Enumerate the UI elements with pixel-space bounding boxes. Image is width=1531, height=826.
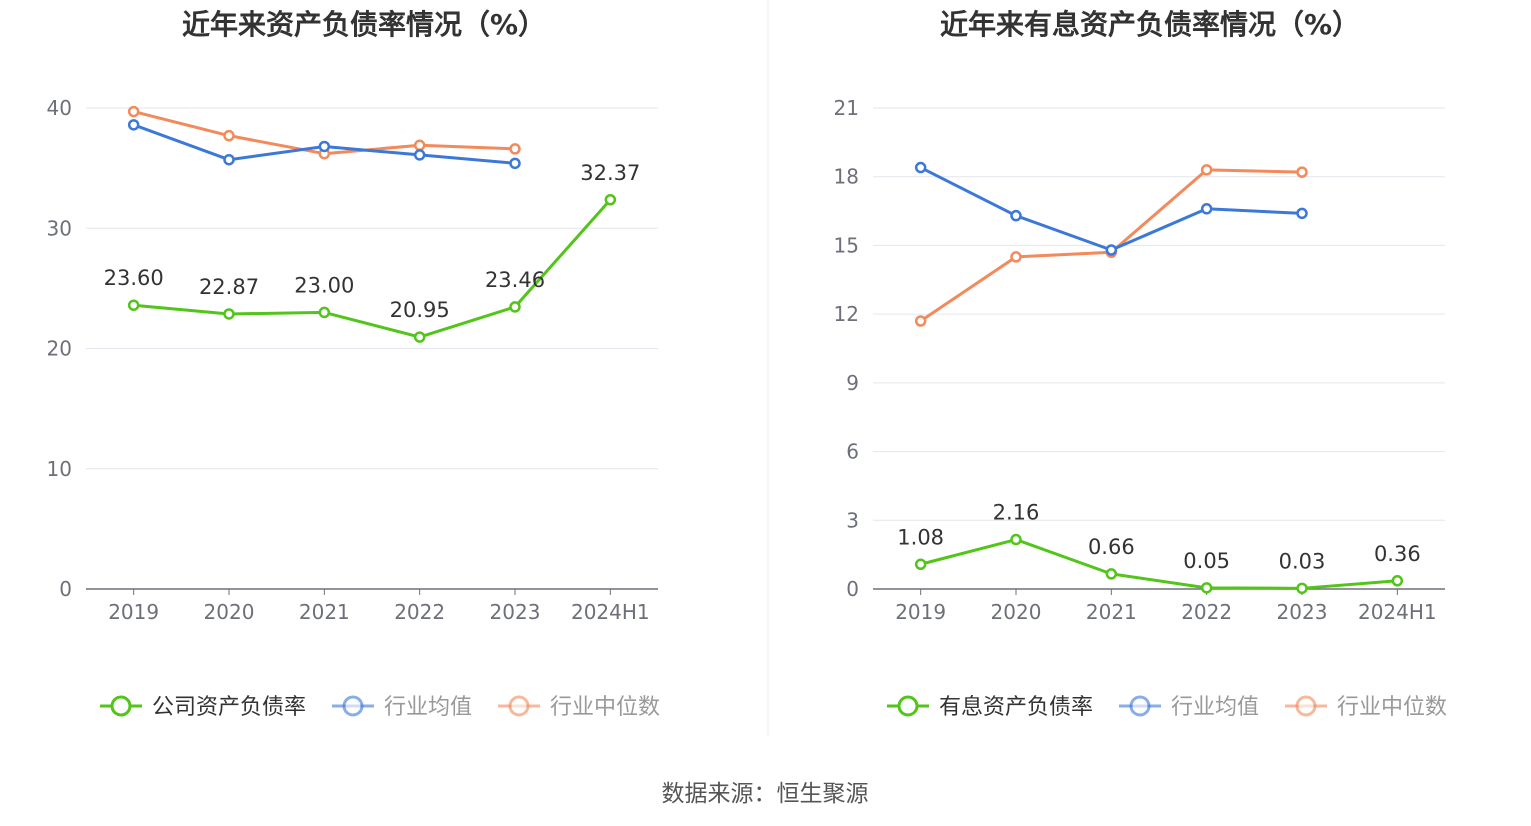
data-point	[223, 129, 235, 142]
y-tick-label: 6	[846, 440, 859, 464]
data-point	[509, 157, 521, 170]
data-point	[1391, 575, 1404, 587]
legend-item: 行业中位数	[1285, 695, 1447, 720]
legend-swatch-marker	[897, 695, 919, 717]
y-tick-label: 15	[834, 233, 859, 257]
chart-title: 近年来有息资产负债率情况（%）	[940, 8, 1360, 41]
data-point	[318, 306, 331, 319]
x-tick-label: 2023	[1277, 600, 1328, 624]
data-point	[914, 315, 927, 327]
legend-item: 行业均值	[332, 695, 472, 720]
data-point	[509, 143, 521, 155]
data-point	[413, 139, 426, 152]
y-tick-label: 3	[846, 508, 859, 532]
interest-debt-ratio-chart: 近年来有息资产负债率情况（%） 0 3 6 9 12 15 18 21 2019 2020 2021 2…	[834, 8, 1447, 720]
y-tick-label: 18	[834, 165, 859, 189]
x-tick-label: 2024H1	[571, 600, 650, 624]
x-tick-label: 2021	[1086, 600, 1137, 624]
x-tick-label: 2022	[1181, 600, 1232, 624]
legend-swatch-marker	[342, 695, 364, 717]
legend-label: 行业中位数	[550, 695, 660, 720]
y-tick-label: 0	[846, 577, 859, 601]
data-label: 2.16	[993, 501, 1040, 525]
y-tick-label: 30	[47, 216, 72, 240]
legend-swatch-marker	[110, 695, 132, 717]
data-label: 23.60	[104, 266, 164, 290]
legend-swatch-marker	[1295, 695, 1317, 717]
data-label: 0.05	[1183, 549, 1230, 573]
data-point	[413, 331, 426, 343]
legend-item: 公司资产负债率	[100, 695, 306, 720]
data-label: 22.87	[199, 275, 259, 299]
legend-item: 行业中位数	[498, 695, 660, 720]
data-point	[1010, 533, 1022, 546]
data-label: 20.95	[390, 298, 450, 322]
data-point	[1200, 203, 1213, 215]
data-point	[1200, 582, 1213, 594]
x-tick-label: 2020	[204, 600, 255, 624]
data-point	[1200, 164, 1213, 176]
data-point	[223, 308, 235, 320]
data-label: 23.46	[485, 268, 545, 292]
data-label: 0.36	[1374, 542, 1421, 566]
legend-label: 行业均值	[384, 695, 472, 720]
y-tick-label: 12	[834, 302, 859, 326]
data-point	[223, 153, 235, 166]
data-point	[914, 558, 927, 571]
data-point	[1010, 251, 1022, 263]
data-label: 32.37	[580, 161, 640, 185]
x-tick-label: 2021	[299, 600, 350, 624]
legend-swatch-marker	[1129, 695, 1151, 717]
data-label: 23.00	[294, 273, 354, 297]
y-tick-label: 40	[47, 96, 72, 120]
data-point	[1296, 166, 1308, 178]
data-point	[604, 194, 617, 206]
data-point	[1105, 244, 1118, 256]
data-label: 0.66	[1088, 535, 1135, 559]
data-point	[914, 161, 927, 174]
series-line	[920, 538, 1398, 590]
legend-swatch-marker	[508, 695, 530, 717]
data-point	[318, 140, 331, 153]
y-tick-label: 20	[47, 337, 72, 361]
data-point	[1105, 568, 1118, 580]
y-tick-label: 21	[834, 96, 859, 120]
data-point	[127, 299, 140, 311]
data-point	[127, 105, 140, 118]
data-label: 0.03	[1279, 549, 1326, 573]
legend-item: 行业均值	[1119, 695, 1259, 720]
data-point	[413, 149, 426, 161]
x-tick-label: 2023	[490, 600, 541, 624]
legend-label: 有息资产负债率	[939, 695, 1093, 720]
x-tick-label: 2019	[108, 600, 159, 624]
y-tick-label: 0	[59, 577, 72, 601]
legend-label: 行业中位数	[1337, 695, 1447, 720]
data-label: 1.08	[897, 525, 944, 549]
legend-label: 行业均值	[1171, 695, 1259, 720]
series-line	[133, 198, 612, 339]
x-tick-label: 2020	[991, 600, 1042, 624]
data-point	[509, 301, 521, 313]
data-point	[1010, 209, 1022, 222]
y-tick-label: 10	[47, 457, 72, 481]
x-tick-label: 2024H1	[1358, 600, 1437, 624]
legend-item: 有息资产负债率	[887, 695, 1093, 720]
chart-title: 近年来资产负债率情况（%）	[182, 8, 546, 41]
x-tick-label: 2019	[895, 600, 946, 624]
data-source: 数据来源：恒生聚源	[662, 781, 869, 807]
data-point	[1296, 207, 1308, 220]
legend-label: 公司资产负债率	[152, 695, 306, 720]
x-tick-label: 2022	[394, 600, 445, 624]
data-point	[127, 119, 140, 131]
y-tick-label: 9	[846, 371, 859, 395]
series-line	[919, 166, 1303, 252]
debt-ratio-chart: 近年来资产负债率情况（%） 0 10 20 30 40 2019 2020 2021 2022 20…	[47, 8, 660, 720]
data-point	[1296, 582, 1308, 595]
